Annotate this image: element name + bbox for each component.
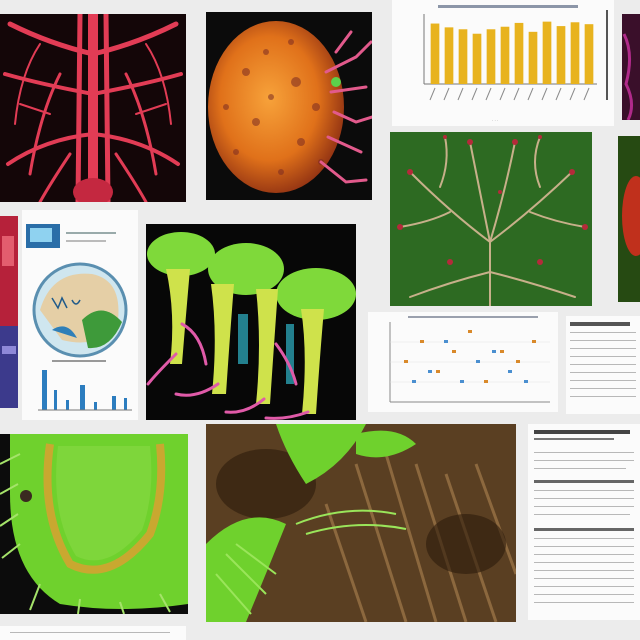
scatter-point — [532, 340, 536, 343]
chart-header — [438, 5, 578, 8]
x-tick-label — [555, 87, 562, 101]
scatter-point — [420, 340, 424, 343]
orange-organ-image — [206, 12, 372, 200]
svg-text:· · ·: · · · — [492, 118, 498, 123]
bar-chart: · · · — [423, 10, 608, 123]
fern-cluster-icon — [206, 424, 516, 622]
bar — [458, 29, 468, 84]
bar — [542, 21, 552, 84]
x-tick-label — [471, 87, 478, 101]
red-edge-image — [618, 136, 640, 302]
scatter-point — [476, 360, 480, 363]
scatter-point — [412, 380, 416, 383]
bar-chart-panel: · · · — [392, 0, 614, 126]
x-tick-label — [429, 87, 436, 101]
scatter-point — [484, 380, 488, 383]
x-tick-label — [569, 87, 576, 101]
petri-dish-icon — [26, 224, 132, 411]
scatter-point — [524, 380, 528, 383]
report-page-document — [528, 424, 640, 620]
branching-tree-icon — [390, 132, 592, 306]
scatter-point — [468, 330, 472, 333]
red-book-edge — [0, 216, 18, 408]
vascular-network-image — [0, 14, 186, 202]
root-system-icon — [146, 224, 356, 420]
bar — [472, 33, 482, 84]
bar — [514, 22, 524, 85]
bar — [444, 27, 454, 84]
magenta-edge-image — [622, 14, 640, 120]
scatter-chart — [389, 322, 550, 403]
scatter-point — [452, 350, 456, 353]
bar — [570, 22, 580, 84]
scatter-point — [460, 380, 464, 383]
villi-tissue-icon — [0, 434, 188, 614]
bottom-caption-strip — [0, 626, 186, 640]
bar — [584, 24, 594, 85]
scatter-point — [500, 350, 504, 353]
blood-vessel-network-icon — [0, 14, 186, 202]
fern-habitat-image — [206, 424, 516, 622]
green-villi-image — [0, 434, 188, 614]
x-tick-label — [457, 87, 464, 101]
root-structure-image — [146, 224, 356, 420]
scatter-point — [444, 340, 448, 343]
x-tick-label — [541, 87, 548, 101]
microscope-poster — [22, 210, 138, 420]
scatter-point — [436, 370, 440, 373]
bar — [528, 31, 538, 84]
scatter-header — [408, 316, 538, 318]
bar — [486, 29, 496, 84]
x-tick-label — [513, 87, 520, 101]
data-table-document — [566, 316, 640, 414]
bar — [556, 26, 566, 84]
bar — [500, 26, 510, 84]
x-tick-label — [485, 87, 492, 101]
x-tick-label — [499, 87, 506, 101]
scatter-point — [428, 370, 432, 373]
scatter-point — [404, 360, 408, 363]
scatter-point — [508, 370, 512, 373]
bar — [430, 23, 440, 84]
x-tick-label — [583, 87, 590, 101]
scatter-plot-panel — [368, 312, 558, 412]
green-branching-tree-image — [390, 132, 592, 306]
scatter-point — [492, 350, 496, 353]
scatter-point — [516, 360, 520, 363]
organ-tissue-icon — [206, 12, 372, 200]
x-tick-label — [443, 87, 450, 101]
x-tick-label — [527, 87, 534, 101]
